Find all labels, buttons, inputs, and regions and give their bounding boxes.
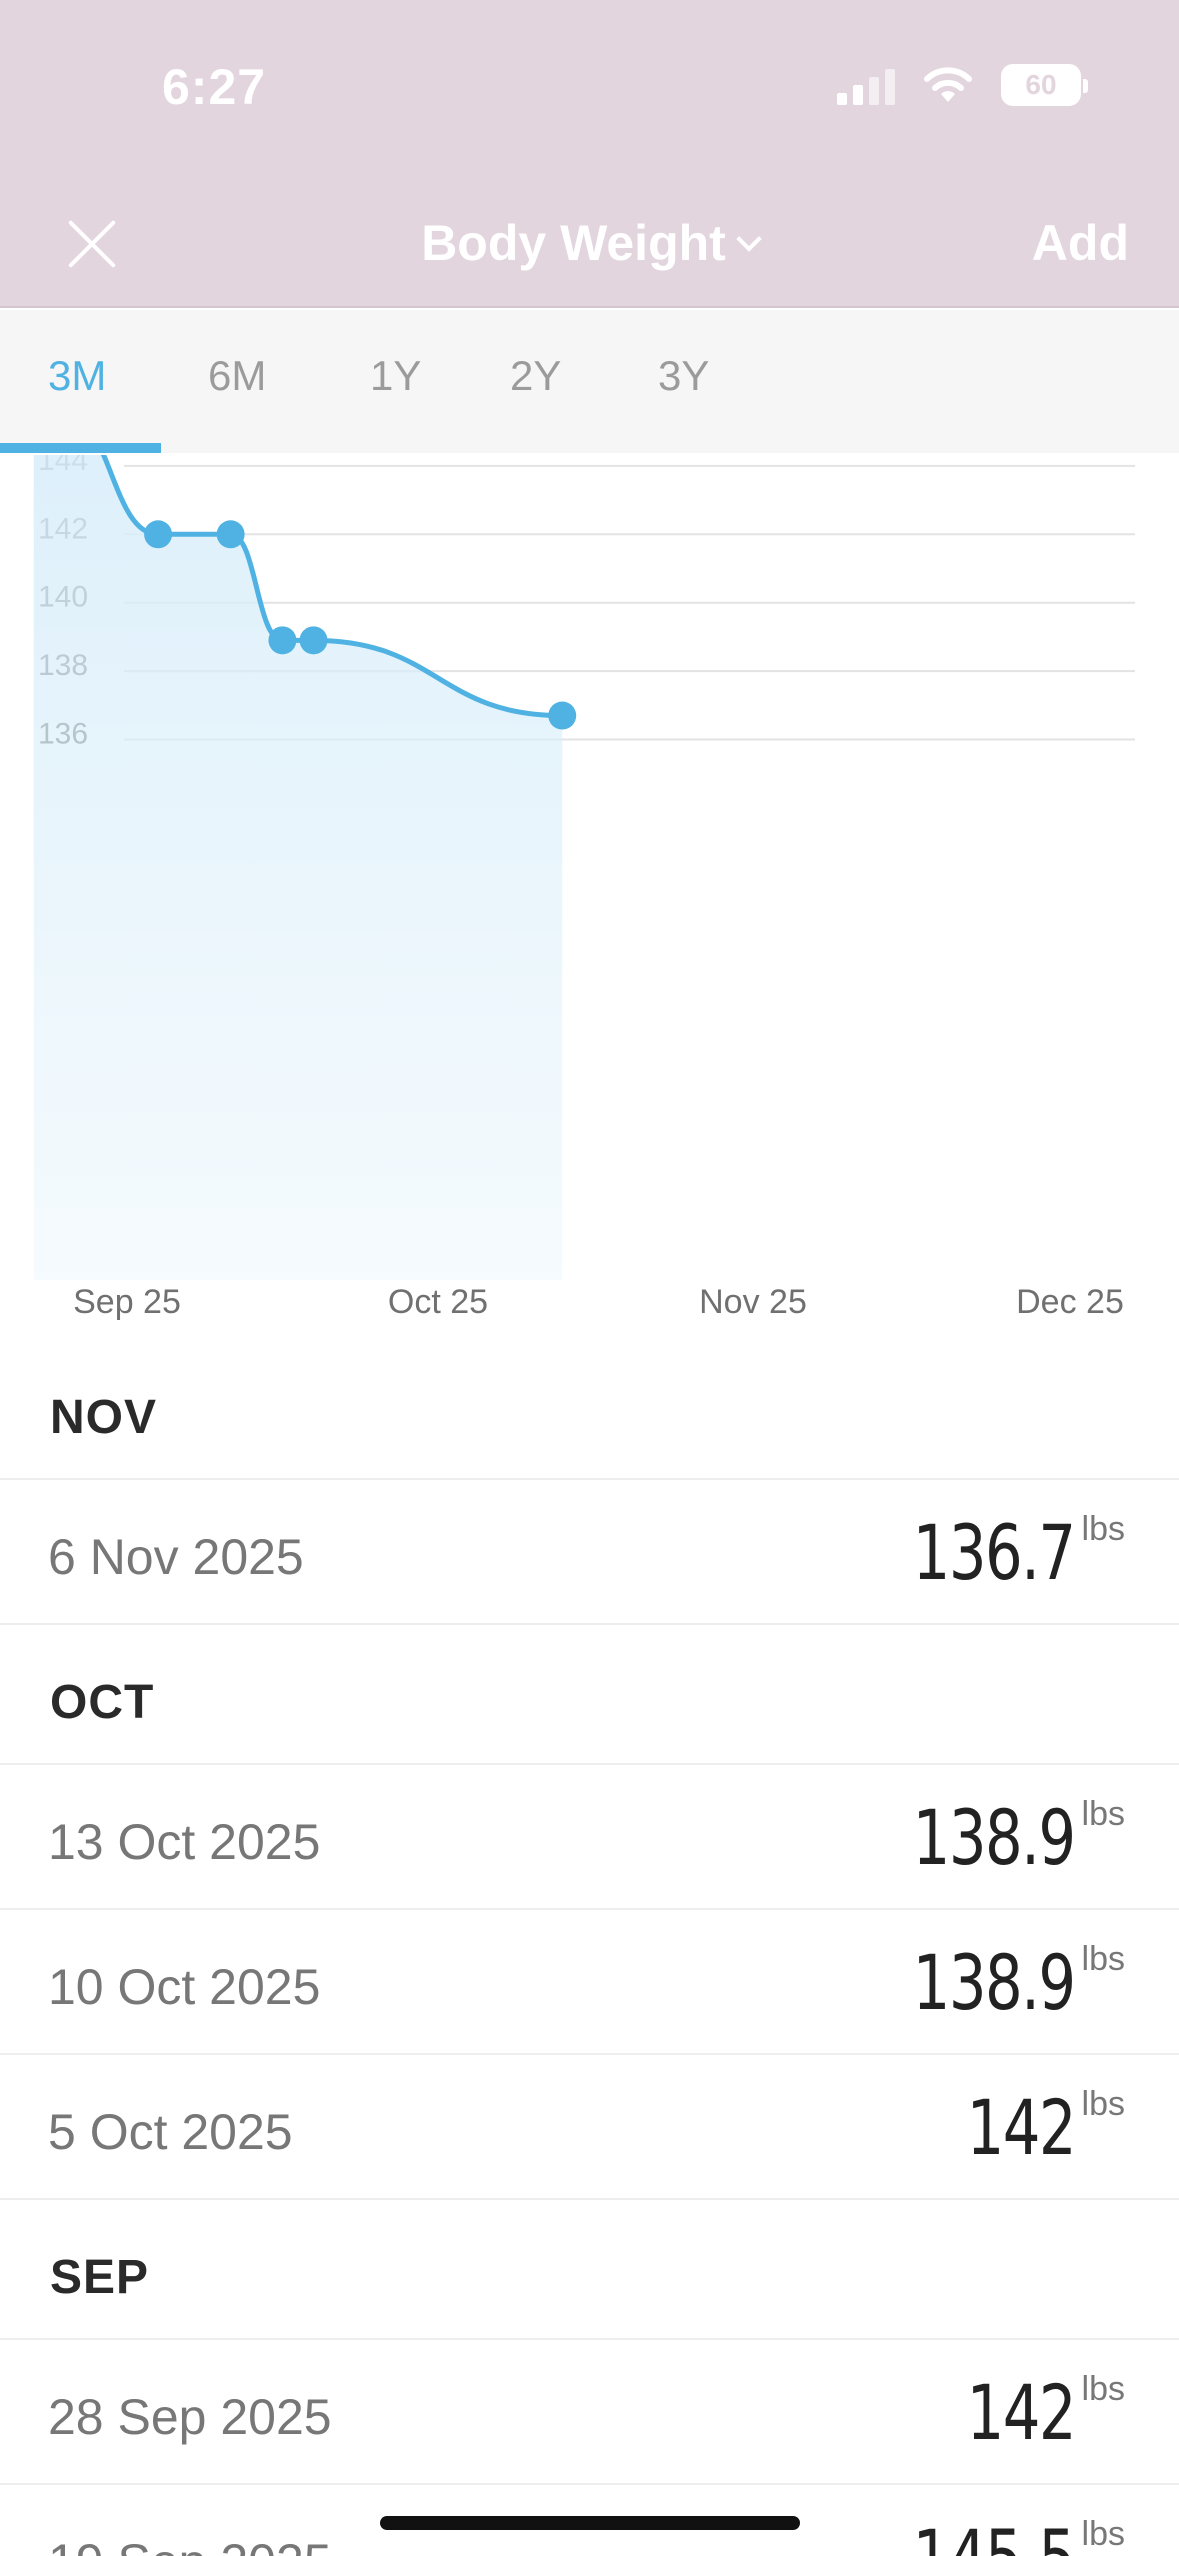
status-time: 6:27: [162, 59, 267, 115]
entry-unit: lbs: [1081, 2085, 1125, 2123]
data-point[interactable]: [548, 701, 577, 730]
entry-unit: lbs: [1081, 2370, 1125, 2408]
data-point[interactable]: [268, 626, 297, 655]
weight-entry-row[interactable]: 10 Oct 2025 138.9 lbs: [0, 1910, 1179, 2055]
entry-value: 142: [966, 2083, 1077, 2172]
entry-unit: lbs: [1081, 1510, 1125, 1548]
data-point[interactable]: [299, 626, 328, 655]
cellular-signal-icon: [837, 65, 895, 105]
chevron-down-icon: [736, 226, 762, 252]
entry-value: 138.9: [913, 1938, 1076, 2027]
entry-value: 136.7: [913, 1508, 1076, 1597]
entry-date: 28 Sep 2025: [48, 2389, 332, 2445]
entry-date: 13 Oct 2025: [48, 1814, 321, 1870]
page-title: Body Weight: [421, 215, 726, 271]
section-heading: NOV: [0, 1340, 1179, 1480]
metric-selector[interactable]: Body Weight: [0, 214, 1179, 272]
section-heading-label: SEP: [50, 2251, 150, 2304]
battery-icon: 60: [1001, 64, 1088, 106]
section-heading-label: NOV: [50, 1391, 158, 1444]
tab-3y[interactable]: 3Y: [658, 352, 710, 399]
area-fill: [33, 455, 563, 1280]
x-tick-label: Dec 25: [1016, 1283, 1124, 1321]
data-point[interactable]: [216, 520, 245, 549]
entry-unit: lbs: [1081, 2515, 1125, 2553]
tab-6m[interactable]: 6M: [208, 352, 267, 399]
app-header: 6:27 60 Body Weight Add: [0, 0, 1179, 308]
entry-unit: lbs: [1081, 1940, 1125, 1978]
status-icons: 60: [837, 64, 1088, 106]
weight-entry-row[interactable]: 5 Oct 2025 142 lbs: [0, 2055, 1179, 2200]
range-tabs: 3M 6M 1Y 2Y 3Y: [0, 310, 1179, 453]
entry-date: 19 Sep 2025: [48, 2533, 332, 2556]
entry-unit: lbs: [1081, 1795, 1125, 1833]
entry-date: 10 Oct 2025: [48, 1959, 321, 2015]
entry-date: 5 Oct 2025: [48, 2104, 293, 2160]
x-tick-label: Nov 25: [699, 1283, 807, 1321]
weight-entry-row[interactable]: 6 Nov 2025 136.7 lbs: [0, 1480, 1179, 1625]
weight-entry-list: NOV 6 Nov 2025 136.7 lbs OCT 13 Oct 2025 138.9…: [0, 1340, 1179, 2556]
x-tick-label: Sep 25: [73, 1283, 181, 1321]
tab-1y[interactable]: 1Y: [370, 352, 422, 399]
weight-entry-row[interactable]: 13 Oct 2025 138.9 lbs: [0, 1765, 1179, 1910]
entry-date: 6 Nov 2025: [48, 1529, 304, 1585]
data-point[interactable]: [144, 520, 173, 549]
weight-entry-row[interactable]: 19 Sep 2025 145.5lbs: [0, 2485, 1179, 2556]
section-heading: SEP: [0, 2200, 1179, 2340]
section-heading: OCT: [0, 1625, 1179, 1765]
entry-value: 145.5: [913, 2513, 1076, 2556]
x-tick-label: Oct 25: [388, 1283, 488, 1321]
tab-3m[interactable]: 3M: [48, 352, 107, 399]
entry-value: 142: [966, 2368, 1077, 2457]
wifi-icon: [924, 67, 972, 102]
add-button[interactable]: Add: [1031, 215, 1129, 271]
home-indicator: [380, 2516, 800, 2530]
weight-entry-row[interactable]: 28 Sep 2025 142 lbs: [0, 2340, 1179, 2485]
entry-value: 138.9: [913, 1793, 1076, 1882]
tab-2y[interactable]: 2Y: [510, 352, 562, 399]
active-tab-indicator: [0, 443, 161, 453]
section-heading-label: OCT: [50, 1676, 155, 1729]
